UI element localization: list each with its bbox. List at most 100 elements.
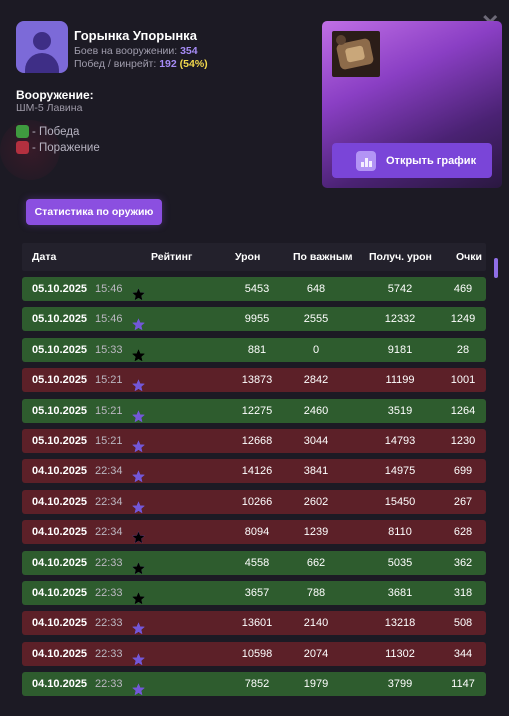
weapon-card: Открыть график: [322, 21, 502, 188]
row-damage: 13873: [241, 374, 273, 387]
star-icon: [132, 379, 145, 392]
open-chart-button[interactable]: Открыть график: [332, 143, 492, 178]
win-swatch: [16, 125, 29, 138]
loss-swatch: [16, 141, 29, 154]
table-row[interactable]: 05.10.2025 15:46 9955 2555 12332 1249: [22, 307, 486, 332]
row-damage: 12668: [241, 435, 273, 447]
row-received: 15450: [384, 495, 416, 508]
row-date: 05.10.2025: [32, 435, 88, 447]
row-date: 04.10.2025: [32, 617, 88, 630]
table-row[interactable]: 04.10.2025 22:33 7852 1979 3799 1147: [22, 672, 486, 697]
row-time: 15:46: [95, 283, 123, 295]
row-points: 628: [453, 526, 473, 539]
row-important: 2602: [303, 495, 329, 508]
row-received: 3681: [387, 587, 413, 599]
row-points: 469: [453, 283, 473, 295]
star-icon: [132, 683, 145, 696]
row-time: 22:34: [95, 526, 123, 539]
avatar: [16, 21, 68, 73]
table-row[interactable]: 05.10.2025 15:33 881 0 9181 28: [22, 337, 486, 362]
weapon-name: ШМ-5 Лавина: [16, 102, 83, 114]
row-time: 22:33: [95, 617, 123, 630]
row-important: 3841: [303, 465, 329, 478]
row-date: 05.10.2025: [32, 283, 88, 295]
table-row[interactable]: 05.10.2025 15:46 5453 648 5742 469: [22, 277, 486, 301]
row-points: 362: [453, 556, 473, 569]
row-received: 14793: [384, 435, 416, 447]
row-important: 2074: [303, 647, 329, 660]
table-row[interactable]: 04.10.2025 22:33 4558 662 5035 362: [22, 550, 486, 575]
glow-decoration: [0, 120, 60, 180]
row-received: 9181: [387, 343, 413, 356]
row-received: 11199: [385, 374, 415, 387]
row-time: 22:33: [95, 587, 123, 599]
row-important: 2460: [303, 404, 329, 417]
row-important: 1979: [303, 678, 329, 691]
row-received: 8110: [388, 526, 412, 539]
scrollbar-thumb[interactable]: [494, 258, 498, 278]
bar-chart-icon: [356, 150, 376, 171]
row-date: 04.10.2025: [32, 647, 88, 660]
row-damage: 13601: [241, 617, 273, 630]
row-damage: 10598: [241, 647, 273, 660]
row-points: 344: [453, 647, 473, 660]
star-icon: [132, 562, 145, 575]
row-date: 05.10.2025: [32, 404, 88, 417]
row-received: 5742: [387, 283, 413, 295]
battles-stat: Боев на вооружении: 354: [74, 45, 198, 57]
scrollbar[interactable]: [494, 248, 498, 708]
row-time: 22:33: [95, 678, 123, 691]
row-damage: 3657: [244, 587, 270, 599]
table-row[interactable]: 04.10.2025 22:33 13601 2140 13218 508: [22, 611, 486, 636]
row-important: 2842: [303, 374, 329, 387]
row-important: 2555: [303, 313, 329, 326]
row-damage: 7852: [244, 678, 270, 691]
table-row[interactable]: 05.10.2025 15:21 13873 2842 11199 1001: [22, 368, 486, 393]
weapon-stats-button[interactable]: Статистика по оружию: [26, 199, 162, 225]
row-important: 648: [306, 283, 326, 295]
row-date: 05.10.2025: [32, 374, 88, 387]
row-damage: 14126: [241, 465, 273, 478]
row-damage: 5453: [244, 283, 270, 295]
row-received: 13218: [384, 617, 416, 630]
row-time: 15:21: [95, 404, 123, 417]
star-icon: [132, 622, 145, 635]
row-damage: 881: [247, 343, 267, 356]
table-row[interactable]: 04.10.2025 22:34 10266 2602 15450 267: [22, 489, 486, 514]
row-date: 04.10.2025: [32, 678, 88, 691]
table-row[interactable]: 04.10.2025 22:34 8094 1239 8110 628: [22, 520, 486, 545]
row-points: 1001: [450, 374, 476, 387]
table-row[interactable]: 05.10.2025 15:21 12275 2460 3519 1264: [22, 398, 486, 423]
row-points: 318: [453, 587, 473, 599]
table-row[interactable]: 04.10.2025 22:33 3657 788 3681 318: [22, 581, 486, 605]
row-points: 28: [456, 343, 470, 356]
header-important[interactable]: По важным: [293, 251, 353, 263]
row-time: 22:33: [95, 556, 123, 569]
row-damage: 10266: [241, 495, 273, 508]
table-row[interactable]: 05.10.2025 15:21 12668 3044 14793 1230: [22, 429, 486, 453]
row-important: 788: [306, 587, 326, 599]
row-time: 15:46: [95, 313, 123, 326]
user-name: Горынка Упорынка: [74, 28, 197, 43]
row-important: 3044: [303, 435, 329, 447]
row-received: 12332: [384, 313, 416, 326]
header-rating[interactable]: Рейтинг: [151, 251, 193, 263]
row-important: 662: [306, 556, 326, 569]
table-row[interactable]: 04.10.2025 22:34 14126 3841 14975 699: [22, 459, 486, 484]
header-received[interactable]: Получ. урон: [369, 251, 432, 263]
header-damage[interactable]: Урон: [235, 251, 261, 263]
star-icon: [132, 653, 145, 666]
row-date: 04.10.2025: [32, 465, 88, 478]
table-row[interactable]: 04.10.2025 22:33 10598 2074 11302 344: [22, 641, 486, 666]
star-icon: [132, 531, 145, 544]
header-date[interactable]: Дата: [32, 251, 57, 263]
star-icon: [132, 318, 145, 331]
row-damage: 12275: [241, 404, 273, 417]
row-time: 22:34: [95, 495, 123, 508]
star-icon: [132, 288, 145, 301]
row-damage: 4558: [244, 556, 270, 569]
row-received: 14975: [384, 465, 416, 478]
star-icon: [132, 592, 145, 605]
header-points[interactable]: Очки: [456, 251, 482, 263]
wins-stat: Побед / винрейт: 192 (54%): [74, 58, 208, 70]
